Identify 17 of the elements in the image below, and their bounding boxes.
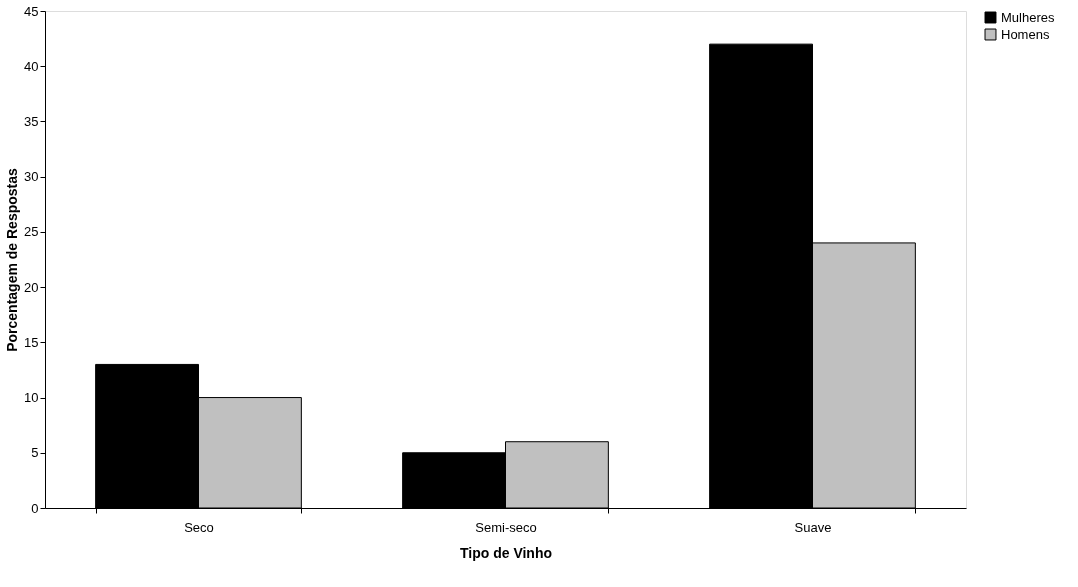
y-tick-label: 25 [24, 224, 39, 240]
x-tick-label: Suave [794, 519, 832, 535]
y-tick-label: 15 [24, 334, 39, 350]
x-tick-label: Semi-seco [475, 519, 537, 535]
y-tick-label: 10 [24, 390, 39, 406]
y-tick-label: 40 [24, 58, 39, 74]
y-tick-label: 0 [31, 500, 39, 516]
y-tick-label: 35 [24, 113, 39, 129]
y-tick-label: 30 [24, 169, 39, 185]
x-axis-title: Tipo de Vinho [459, 544, 553, 561]
legend-label: Mulheres [1001, 9, 1055, 25]
y-axis-title: Porcentagem de Respostas [4, 167, 21, 352]
y-tick-label: 45 [24, 3, 39, 19]
x-tick-label: Seco [184, 519, 214, 535]
legend-label: Homens [1001, 26, 1050, 42]
y-tick-label: 5 [31, 445, 39, 461]
y-tick-label: 20 [24, 279, 39, 295]
